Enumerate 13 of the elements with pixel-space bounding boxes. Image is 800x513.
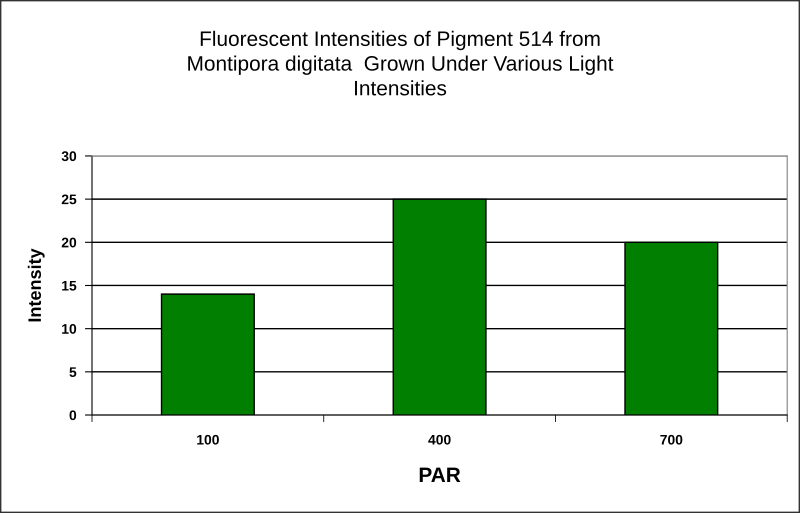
x-tick-label: 400 <box>428 434 451 445</box>
x-tick-label: 700 <box>660 434 682 445</box>
y-tick-label: 0 <box>70 410 76 420</box>
chart-title: Fluorescent Intensities of Pigment 514 from Montipora digitata Grown Under Various Light Intensities <box>188 30 614 96</box>
x-axis-title: PAR <box>420 468 460 482</box>
y-tick-label: 10 <box>62 324 76 334</box>
y-axis-title: Intensity <box>28 248 45 322</box>
y-tick-label: 20 <box>62 238 76 248</box>
y-tick-label: 30 <box>62 151 76 162</box>
x-tick-label: 100 <box>197 434 219 445</box>
y-tick-label: 25 <box>62 194 76 204</box>
y-tick-label: 5 <box>69 367 76 378</box>
y-tick-label: 15 <box>62 280 76 291</box>
